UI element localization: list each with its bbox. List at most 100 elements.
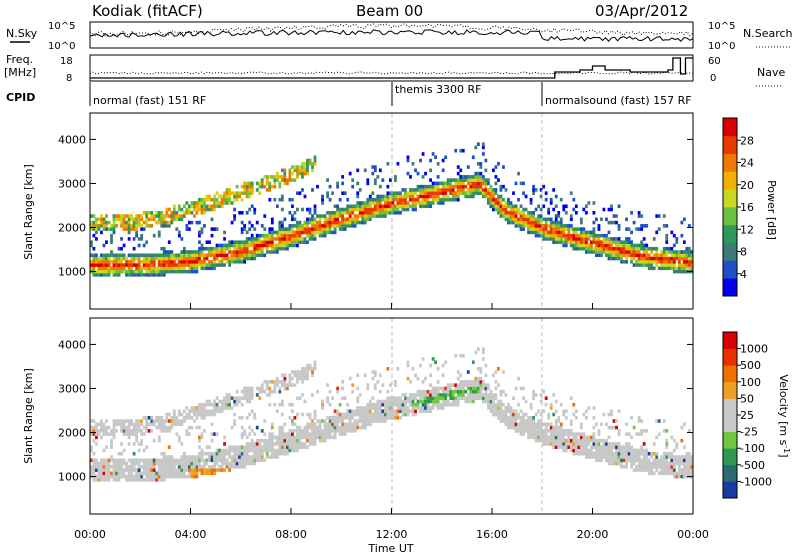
velocity-colorbar-swatch: [723, 398, 737, 416]
power-cell: [120, 217, 123, 222]
velocity-cell: [542, 438, 546, 443]
power-cell: [388, 178, 392, 182]
power-cell: [323, 214, 327, 218]
power-cell: [655, 246, 659, 251]
velocity-cell: [640, 461, 644, 466]
power-cell: [685, 250, 689, 254]
power-cell: [597, 233, 601, 238]
power-cell: [572, 240, 576, 244]
velocity-cell: [167, 429, 171, 433]
power-cell: [386, 194, 390, 199]
power-cell: [145, 240, 149, 244]
velocity-cell: [394, 396, 397, 400]
power-cell: [265, 175, 269, 179]
velocity-cell: [228, 455, 231, 459]
velocity-cell: [280, 451, 284, 456]
power-cell: [411, 162, 415, 166]
velocity-cell: [250, 445, 254, 449]
velocity-cell: [371, 419, 375, 423]
power-cell: [145, 273, 149, 277]
velocity-cell: [647, 461, 651, 466]
velocity-cell: [680, 461, 684, 466]
velocity-cell: [353, 419, 357, 423]
velocity-cell: [308, 412, 312, 417]
power-cell: [396, 162, 400, 166]
power-cell: [182, 269, 186, 274]
power-cell: [605, 217, 608, 222]
power-cell: [577, 240, 581, 244]
power-cell: [587, 237, 591, 241]
velocity-cell: [552, 445, 556, 449]
power-cell: [650, 246, 654, 251]
velocity-cell: [147, 468, 151, 472]
power-cell: [617, 237, 621, 241]
velocity-cell: [105, 478, 108, 482]
power-cell: [137, 237, 141, 241]
power-cell: [293, 217, 297, 222]
power-cell: [451, 188, 455, 192]
power-cell: [316, 220, 319, 225]
power-cell: [313, 227, 317, 231]
velocity-cell: [652, 465, 656, 469]
power-cell: [132, 227, 136, 231]
power-cell: [479, 178, 483, 182]
power-cell: [180, 250, 184, 254]
power-y-tick-label: 4000: [58, 133, 86, 146]
power-cell: [245, 230, 249, 235]
velocity-cell: [474, 376, 478, 381]
velocity-cell: [670, 468, 674, 472]
velocity-cell: [489, 393, 493, 397]
velocity-cell: [285, 451, 289, 456]
power-cell: [288, 224, 292, 228]
power-cell: [140, 233, 144, 238]
velocity-cell: [280, 399, 284, 404]
power-cell: [579, 233, 583, 238]
power-cell: [682, 256, 686, 261]
velocity-cell: [386, 416, 390, 420]
power-cell: [162, 253, 166, 258]
power-cell: [127, 266, 131, 271]
velocity-cell: [605, 442, 608, 446]
power-cell: [414, 207, 417, 212]
power-cell: [494, 191, 498, 195]
velocity-cell: [323, 435, 327, 440]
power-cell: [607, 207, 611, 212]
velocity-cell: [316, 419, 319, 423]
power-cell: [170, 214, 174, 218]
velocity-colorbar-tick-label: -100: [740, 442, 765, 455]
power-cell: [195, 266, 199, 271]
power-cell: [147, 269, 151, 274]
power-cell: [414, 204, 417, 209]
velocity-cell: [527, 435, 530, 440]
velocity-cell: [112, 432, 116, 436]
velocity-cell: [436, 380, 440, 384]
velocity-cell: [333, 419, 337, 423]
power-cell: [456, 178, 460, 182]
power-cell: [240, 253, 244, 258]
power-cell: [366, 207, 370, 212]
velocity-cell: [441, 402, 445, 407]
power-cell: [130, 253, 134, 258]
velocity-cell: [632, 458, 636, 463]
velocity-cell: [100, 458, 103, 463]
power-cell: [107, 256, 111, 261]
velocity-cell: [650, 451, 654, 456]
power-cell: [268, 184, 272, 189]
velocity-cell: [406, 396, 410, 400]
x-axis-label: Time UT: [367, 542, 413, 554]
velocity-cell: [145, 474, 149, 479]
power-cell: [509, 211, 513, 215]
velocity-cell: [341, 422, 345, 427]
power-cell: [233, 256, 237, 261]
power-cell: [100, 266, 103, 271]
power-cell: [145, 224, 149, 228]
velocity-cell: [474, 393, 478, 397]
velocity-cell: [348, 376, 352, 381]
freq-panel-frame: [89, 54, 694, 82]
power-cell: [381, 178, 385, 182]
power-cell: [240, 211, 244, 215]
velocity-cell: [469, 393, 473, 397]
velocity-cell: [391, 406, 395, 410]
power-cell: [373, 165, 377, 169]
power-cell: [351, 220, 355, 225]
